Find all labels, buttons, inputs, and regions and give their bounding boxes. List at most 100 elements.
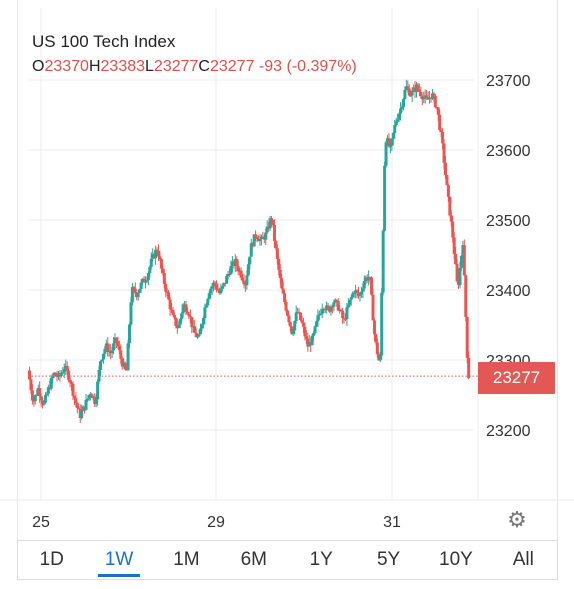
candle-body (158, 256, 162, 260)
tab-5y[interactable]: 5Y (376, 549, 401, 570)
candle-body (355, 290, 359, 293)
candle-body (438, 114, 442, 131)
candle-body (94, 399, 98, 405)
candle-body (225, 276, 229, 284)
candle-body (284, 302, 288, 311)
candle-body (367, 276, 371, 281)
candle-body (326, 305, 330, 309)
candle-body (401, 99, 405, 108)
candle-body (116, 341, 120, 347)
candle-body (329, 306, 333, 312)
candle-body (51, 376, 55, 379)
candle-body (451, 221, 455, 238)
candle-body (80, 410, 84, 419)
candle-body (178, 319, 182, 325)
candle-body (87, 394, 91, 399)
candle-body (209, 288, 213, 294)
candle-body (352, 293, 356, 295)
candle-body (35, 394, 39, 396)
candle-body (129, 302, 133, 325)
candle-body (278, 269, 282, 279)
candle-body (258, 239, 262, 242)
candle-body (162, 272, 166, 285)
candle-body (393, 124, 397, 133)
candle-body (442, 143, 446, 163)
candle-body (254, 234, 258, 237)
candle-body (65, 366, 69, 371)
candle-body (220, 286, 224, 289)
candle-body (67, 370, 71, 380)
candle-body (164, 284, 168, 292)
candle-body (142, 278, 146, 283)
candle-body (406, 86, 410, 89)
y-tick-label: 23500 (486, 213, 531, 230)
candle-body (200, 324, 204, 329)
candle-body (54, 372, 58, 376)
candle-body (271, 220, 275, 226)
tab-10y[interactable]: 10Y (439, 549, 473, 570)
last-price-tag: 23277 (478, 362, 555, 394)
candle-body (462, 245, 466, 276)
tab-1m[interactable]: 1M (173, 549, 200, 570)
candle-body (430, 93, 434, 99)
candle-body (422, 97, 426, 100)
tab-all[interactable]: All (512, 549, 534, 570)
gear-icon[interactable]: ⚙ (507, 507, 527, 532)
candle-body (361, 288, 365, 292)
candle-body (264, 232, 268, 240)
candle-body (288, 322, 292, 327)
x-tick-label: 29 (207, 514, 225, 531)
candle-body (239, 270, 243, 278)
candle-body (59, 373, 63, 376)
tab-1w[interactable]: 1W (85, 541, 152, 579)
close-value: 23277 (209, 58, 255, 75)
candle-body (300, 320, 304, 323)
candle-body (214, 284, 218, 290)
candle-body (28, 370, 31, 380)
tab-1y[interactable]: 1Y (309, 549, 333, 570)
candle-body (301, 322, 305, 327)
candle-body (372, 320, 376, 335)
candle-body (128, 324, 132, 344)
candle-body (155, 249, 159, 252)
chart-title: US 100 Tech Index (32, 32, 176, 51)
candle-body (84, 399, 88, 410)
candle-body (458, 268, 462, 286)
candle-body (99, 361, 103, 370)
candle-body (165, 291, 169, 293)
candle-body (222, 282, 226, 287)
high-value: 23383 (100, 58, 146, 75)
candle-body (454, 253, 458, 265)
candle-body (216, 289, 220, 291)
candle-body (455, 264, 459, 282)
candle-body (270, 218, 274, 221)
candle-body (100, 359, 104, 362)
candle-body (196, 336, 200, 338)
price-chart[interactable]: 232002330023400235002360023700252931 (0, 0, 574, 540)
candle-body (304, 336, 308, 339)
candle-body (391, 132, 395, 139)
candle-body (383, 165, 387, 231)
candle-body (30, 390, 34, 401)
candle-body (197, 334, 201, 337)
candle-body (446, 185, 450, 197)
tab-6m[interactable]: 6M (240, 549, 268, 570)
candle-body (426, 98, 430, 100)
chart-area[interactable] (17, 0, 558, 540)
y-tick-label: 23400 (486, 283, 531, 300)
candle-body (110, 350, 114, 354)
candle-body (416, 84, 420, 90)
candle-body (452, 237, 456, 254)
candle-body (170, 309, 174, 311)
candle-body (77, 407, 81, 410)
candle-body (61, 372, 65, 374)
candle-body (185, 311, 189, 314)
tab-1d[interactable]: 1D (39, 549, 64, 570)
candle-body (106, 343, 110, 352)
candle-body (319, 313, 323, 315)
candle-body (410, 90, 414, 96)
change-value: -93 (-0.397%) (258, 58, 357, 75)
candle-body (133, 288, 137, 294)
candle-body (172, 314, 176, 318)
candle-body (281, 288, 285, 294)
